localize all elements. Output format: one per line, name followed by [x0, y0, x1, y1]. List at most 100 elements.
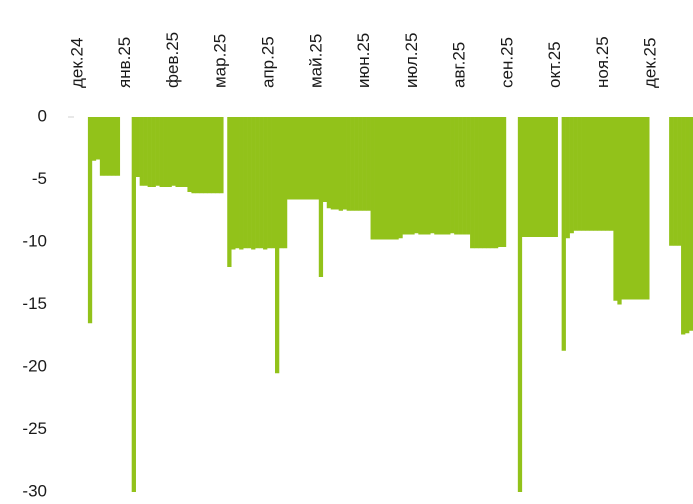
- area-segment: [235, 117, 240, 249]
- area-segment: [589, 117, 594, 231]
- x-tick-label: янв.25: [115, 37, 134, 88]
- area-segment: [386, 117, 391, 240]
- area-segment: [175, 117, 180, 187]
- y-tick-label: -30: [22, 481, 47, 500]
- area-segment: [629, 117, 634, 300]
- x-tick-label: июн.25: [354, 33, 373, 88]
- area-segment: [633, 117, 638, 300]
- area-segment: [374, 117, 379, 240]
- x-tick-label: мар.25: [211, 34, 230, 88]
- area-segment: [478, 117, 483, 249]
- area-segment: [422, 117, 427, 235]
- area-segment: [227, 117, 232, 267]
- area-segment: [143, 117, 148, 186]
- area-segment: [525, 117, 531, 237]
- y-tick-label: 0: [38, 106, 47, 125]
- area-segment: [354, 117, 359, 211]
- x-tick-label: дек.25: [641, 38, 660, 88]
- area-segment: [163, 117, 168, 187]
- area-segment: [211, 117, 216, 194]
- area-segment: [171, 117, 176, 186]
- area-segment: [458, 117, 463, 235]
- area-segment: [338, 117, 343, 211]
- area-segment: [489, 117, 495, 249]
- area-segment: [147, 117, 152, 187]
- area-segment: [306, 117, 312, 200]
- area-segment: [549, 117, 554, 237]
- area-segment: [103, 117, 109, 176]
- area-segment: [159, 117, 164, 187]
- y-tick-label: -5: [32, 169, 47, 188]
- area-segment: [390, 117, 395, 240]
- y-tick-label: -10: [22, 231, 47, 250]
- y-tick-label: -25: [22, 419, 47, 438]
- area-segment: [326, 117, 332, 209]
- area-segment: [290, 117, 296, 200]
- area-segment: [442, 117, 447, 235]
- area-segment: [243, 117, 248, 249]
- area-segment: [641, 117, 646, 300]
- area-segment: [231, 117, 236, 250]
- area-segment: [219, 117, 224, 194]
- x-tick-label: май.25: [306, 34, 325, 88]
- area-segment: [561, 117, 566, 351]
- area-segment: [394, 117, 399, 240]
- area-segment: [263, 117, 268, 250]
- area-segment: [139, 117, 144, 186]
- area-segment: [593, 117, 598, 231]
- area-segment: [215, 117, 220, 194]
- area-segment: [278, 117, 284, 249]
- area-segment: [517, 117, 523, 492]
- area-segment: [346, 117, 351, 211]
- area-segment: [366, 117, 371, 211]
- area-segment: [537, 117, 543, 237]
- area-segment: [673, 117, 678, 246]
- area-segment: [203, 117, 208, 194]
- area-segment: [585, 117, 590, 231]
- x-tick-label: ноя.25: [593, 36, 612, 88]
- area-segment: [621, 117, 626, 300]
- area-segment: [645, 117, 650, 300]
- area-segment: [485, 117, 491, 249]
- area-segment: [625, 117, 630, 300]
- area-segment: [677, 117, 682, 246]
- area-segment: [342, 117, 347, 210]
- area-segment: [565, 117, 570, 239]
- area-segment: [362, 117, 367, 211]
- area-segment: [470, 117, 475, 249]
- area-segment: [282, 117, 288, 249]
- area-segment: [434, 117, 439, 235]
- area-segment: [609, 117, 614, 231]
- area-segment: [183, 117, 188, 187]
- area-segment: [689, 117, 693, 331]
- area-segment: [286, 117, 292, 200]
- area-segment: [601, 117, 606, 231]
- x-tick-label: сен.25: [497, 37, 516, 88]
- area-segment: [239, 117, 244, 250]
- area-segment: [207, 117, 212, 194]
- area-segment: [426, 117, 431, 235]
- area-segment: [334, 117, 340, 210]
- area-segment: [450, 117, 455, 234]
- area-segment: [298, 117, 304, 200]
- area-segment: [151, 117, 156, 187]
- area-segment: [187, 117, 192, 192]
- area-segment: [581, 117, 586, 231]
- area-segment: [155, 117, 160, 186]
- area-segment: [318, 117, 324, 277]
- area-segment: [398, 117, 403, 239]
- x-tick-label: окт.25: [545, 41, 564, 88]
- y-tick-label: -15: [22, 294, 47, 313]
- area-segment: [95, 117, 101, 160]
- area-segment: [541, 117, 547, 237]
- area-segment: [314, 117, 320, 200]
- area-segment: [521, 117, 527, 237]
- area-segment: [199, 117, 204, 194]
- area-segment: [493, 117, 499, 249]
- area-segment: [497, 117, 503, 247]
- y-tick-label: -20: [22, 356, 47, 375]
- area-segment: [322, 117, 328, 202]
- area-segment: [302, 117, 308, 200]
- area-segment: [131, 117, 136, 492]
- x-tick-label: фев.25: [163, 32, 182, 88]
